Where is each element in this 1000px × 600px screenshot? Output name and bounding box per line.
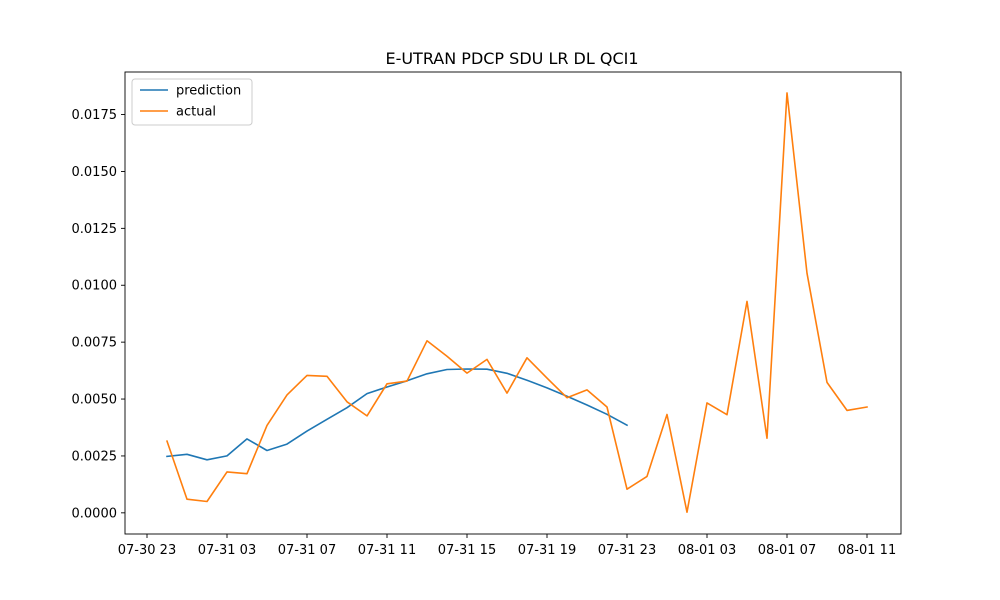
y-tick-label: 0.0050 bbox=[72, 393, 118, 408]
series-layer bbox=[165, 92, 868, 514]
x-tick-label: 07-31 03 bbox=[198, 543, 256, 558]
y-tick-label: 0.0075 bbox=[72, 336, 118, 351]
x-tick-label: 08-01 03 bbox=[678, 543, 736, 558]
series-line-actual bbox=[165, 92, 868, 514]
axes-layer: 0.0000 0.0025 0.0050 0.0075 0.0100 0.0125 0.01… bbox=[72, 108, 897, 558]
x-tick-label: 07-31 07 bbox=[278, 543, 336, 558]
chart-title: E-UTRAN PDCP SDU LR DL QCI1 bbox=[385, 49, 638, 68]
x-tick-label: 08-01 11 bbox=[838, 543, 896, 558]
y-tick-label: 0.0150 bbox=[72, 165, 118, 180]
x-tick-label: 07-31 23 bbox=[598, 543, 656, 558]
x-tick-label: 08-01 07 bbox=[758, 543, 816, 558]
legend-label-actual: actual bbox=[176, 105, 216, 120]
plot-frame bbox=[124, 71, 902, 535]
y-tick-label: 0.0000 bbox=[72, 506, 118, 521]
series-line-prediction bbox=[166, 368, 629, 461]
x-tick-label: 07-31 19 bbox=[518, 543, 576, 558]
legend-label-prediction: prediction bbox=[176, 84, 241, 99]
x-tick-label: 07-31 11 bbox=[358, 543, 416, 558]
y-tick-label: 0.0125 bbox=[72, 222, 118, 237]
legend: prediction actual bbox=[131, 78, 253, 126]
y-tick-label: 0.0175 bbox=[72, 108, 118, 123]
y-tick-label: 0.0025 bbox=[72, 449, 118, 464]
x-tick-label: 07-30 23 bbox=[118, 543, 176, 558]
x-tick-label: 07-31 15 bbox=[438, 543, 496, 558]
y-tick-label: 0.0100 bbox=[72, 279, 118, 294]
